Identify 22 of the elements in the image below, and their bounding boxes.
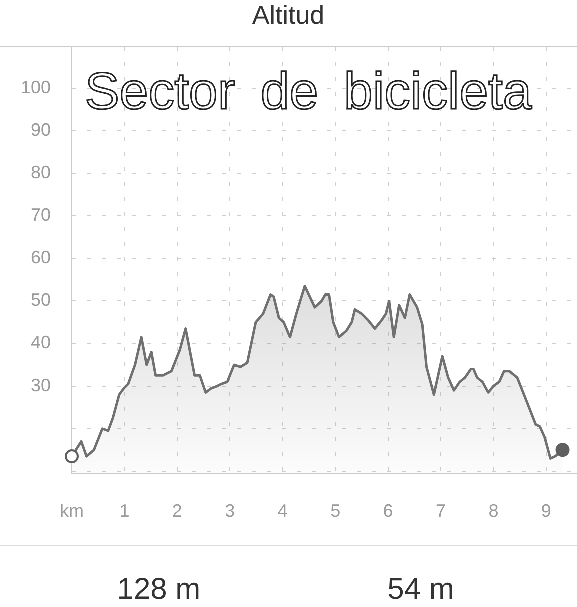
text: 128 m xyxy=(116,572,202,607)
text: 54 m xyxy=(386,572,456,607)
x-tick-label: 7 xyxy=(436,500,446,521)
x-tick-label: 6 xyxy=(383,500,394,521)
y-tick-label: 40 xyxy=(30,332,51,353)
x-tick-label: km xyxy=(60,500,84,521)
chart-title: Altitud xyxy=(251,0,326,30)
x-tick-label: 3 xyxy=(225,500,236,521)
y-tick-label: 90 xyxy=(30,120,51,140)
x-tick-label: 4 xyxy=(278,500,288,521)
x-tick-label: 8 xyxy=(488,500,499,521)
chart-subtitle: Sector de bicicleta xyxy=(85,63,532,121)
y-tick-label: 70 xyxy=(30,204,51,225)
x-tick-label: 9 xyxy=(541,500,552,521)
x-tick-label: 2 xyxy=(172,500,182,521)
y-tick-label: 30 xyxy=(30,375,51,396)
y-tick-label: 100 xyxy=(20,77,51,98)
x-tick-label: 1 xyxy=(120,500,130,521)
y-tick-label: 60 xyxy=(30,248,51,268)
y-tick-label: 50 xyxy=(30,290,51,310)
x-tick-label: 5 xyxy=(330,500,341,521)
y-tick-label: 80 xyxy=(30,162,51,182)
